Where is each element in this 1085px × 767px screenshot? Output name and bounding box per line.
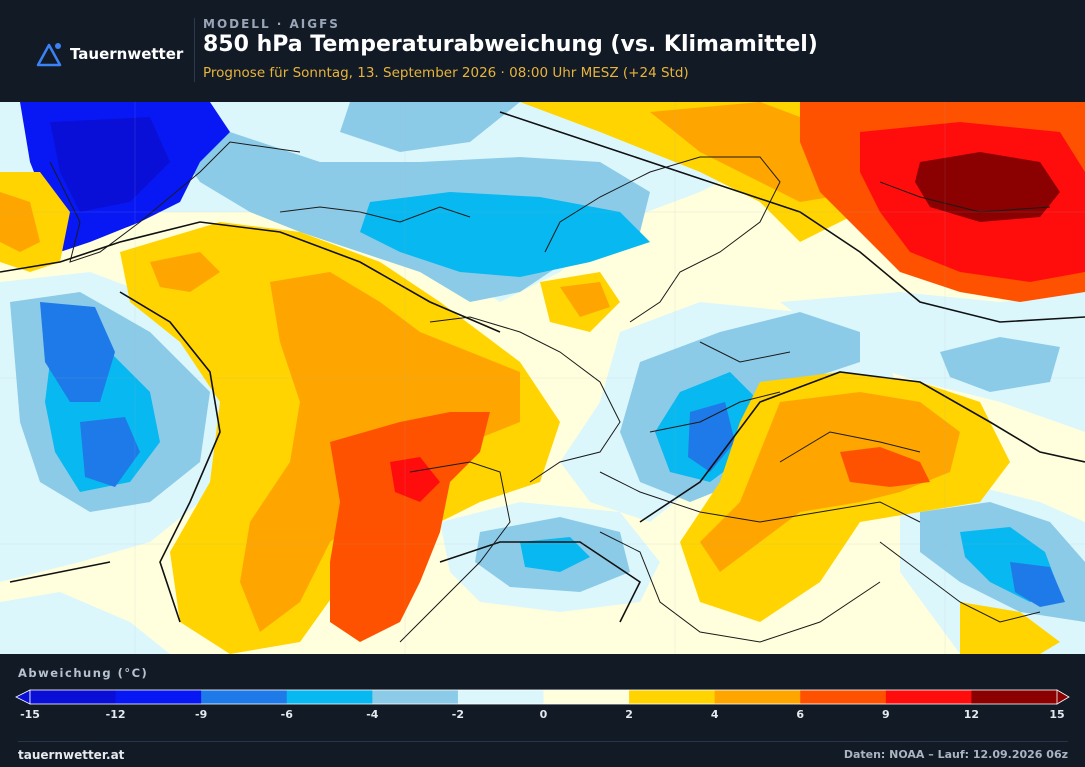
legend-tick-label: 4 [710,708,719,721]
legend-tick-label: 12 [963,708,980,721]
footer-divider [18,741,1068,742]
legend-tick-label: -2 [451,708,465,721]
data-source: Daten: NOAA – Lauf: 12.09.2026 06z [843,748,1068,761]
legend-tick-label: -6 [280,708,293,721]
legend-swatch [885,690,972,704]
legend-title: Abweichung (°C) [18,666,149,680]
legend-tick-label: 6 [796,708,805,721]
site-link[interactable]: tauernwetter.at [18,748,125,762]
legend-swatch [30,690,117,704]
legend-tick-label: 15 [1049,708,1065,721]
legend-tick-label: -9 [195,708,208,721]
anomaly-fields-deep-blue [20,102,230,252]
map-title: 850 hPa Temperaturabweichung (vs. Klimam… [203,32,818,57]
model-line: MODELL · AIGFS [203,17,340,31]
legend-swatch [115,690,202,704]
legend-swatch [629,690,716,704]
logo[interactable]: Tauernwetter [36,40,183,68]
legend-colorbar [15,689,1070,705]
map-canvas [0,102,1085,654]
header-divider [194,18,195,82]
legend-low-cap [15,689,31,705]
legend-tick-label: 0 [539,708,548,721]
legend-swatch [457,690,544,704]
coastlines [49,141,1051,643]
legend: Abweichung (°C) -15 -12 -9 -6 -4 -2 0 2 4 6 9 12 15 … [0,654,1085,767]
legend-swatch [286,690,373,704]
anomaly-map[interactable] [0,102,1085,654]
mountain-logo-icon [36,43,62,67]
legend-tick-label: 9 [882,708,890,721]
legend-swatch [971,690,1058,704]
header: Tauernwetter MODELL · AIGFS 850 hPa Temp… [0,0,1085,102]
anomaly-fields-mid-blue [40,302,1065,607]
legend-swatch [800,690,887,704]
legend-swatch [543,690,630,704]
legend-swatch [714,690,801,704]
zero-contour [0,111,1085,623]
legend-tick-label: -12 [105,708,126,721]
graticule [0,102,1085,654]
legend-tick-label: -4 [366,708,379,721]
brand-name: Tauernwetter [70,45,184,63]
forecast-time: Prognose für Sonntag, 13. September 2026… [203,65,689,81]
legend-swatch [372,690,459,704]
legend-tick-label: 2 [625,708,633,721]
legend-tick-label: -15 [20,708,40,721]
legend-swatch [201,690,288,704]
legend-border [29,689,1058,705]
legend-high-cap [1056,689,1070,705]
